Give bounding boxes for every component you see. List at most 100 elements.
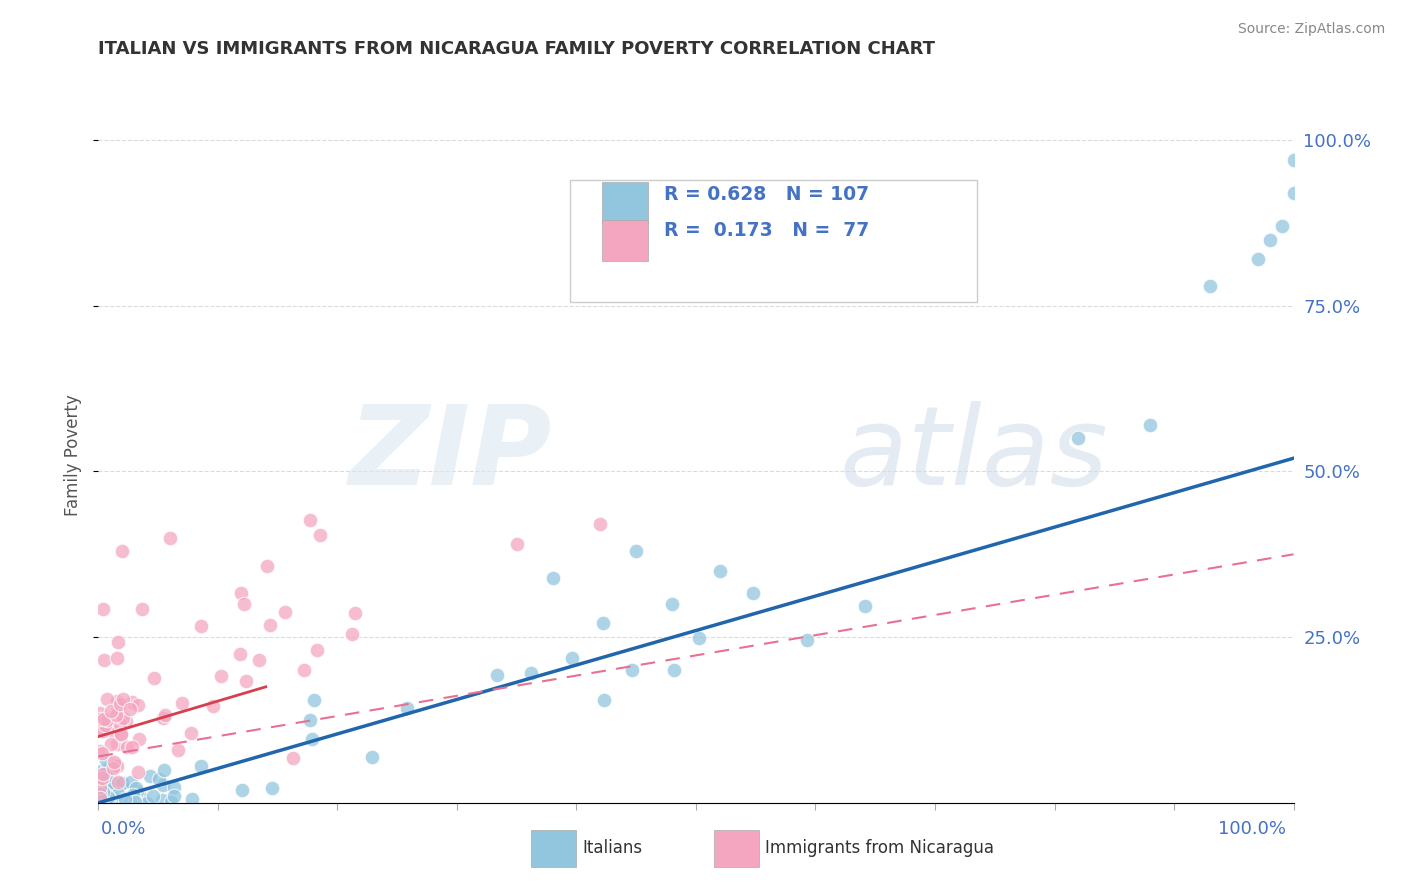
Point <box>340 627 363 641</box>
Point <box>115 739 138 754</box>
Point <box>292 664 315 678</box>
Point <box>100 784 122 798</box>
Point <box>91 794 114 808</box>
Point <box>1198 279 1220 293</box>
Point <box>122 791 145 805</box>
Point <box>274 605 297 619</box>
Point <box>91 789 114 804</box>
Point <box>104 756 127 771</box>
Point <box>91 772 114 786</box>
Point <box>93 713 115 727</box>
Point <box>395 701 418 715</box>
Point <box>209 669 232 683</box>
Point <box>153 763 176 777</box>
Point <box>105 759 128 773</box>
Point <box>90 714 112 728</box>
Point <box>180 725 202 739</box>
Point <box>97 780 120 795</box>
Point <box>94 787 117 801</box>
Point <box>167 742 190 756</box>
Point <box>94 717 117 731</box>
Point <box>120 775 142 789</box>
Point <box>91 784 114 798</box>
Point <box>190 759 212 773</box>
Point <box>114 792 136 806</box>
Point <box>89 713 111 727</box>
Point <box>108 716 131 731</box>
Point <box>131 602 153 616</box>
Point <box>662 663 685 677</box>
Point <box>150 793 173 807</box>
Point <box>91 724 114 739</box>
Point <box>305 642 328 657</box>
Point <box>262 780 284 795</box>
Point <box>128 731 150 746</box>
Point <box>98 791 121 805</box>
Point <box>235 674 257 689</box>
Point <box>180 792 202 806</box>
Point <box>485 668 508 682</box>
Point <box>91 788 114 802</box>
Text: 100.0%: 100.0% <box>1219 820 1286 838</box>
Point <box>89 723 111 737</box>
Point <box>89 788 111 802</box>
Point <box>93 770 115 784</box>
Point <box>89 791 111 805</box>
Point <box>661 597 683 611</box>
Point <box>107 775 129 789</box>
Point <box>190 619 212 633</box>
Point <box>142 671 165 685</box>
Point <box>103 761 125 775</box>
Point <box>96 762 118 776</box>
Point <box>112 692 135 706</box>
Point <box>281 750 304 764</box>
Point <box>110 728 132 742</box>
Point <box>1282 153 1305 167</box>
Point <box>91 794 114 808</box>
Point <box>121 695 143 709</box>
Point <box>100 738 122 752</box>
Point <box>506 537 529 551</box>
Point <box>520 666 543 681</box>
Point <box>90 764 112 778</box>
Point <box>94 753 117 767</box>
Point <box>93 602 115 616</box>
Point <box>107 790 129 805</box>
Point <box>153 708 176 723</box>
Point <box>120 702 142 716</box>
Point <box>94 787 117 801</box>
Point <box>111 711 134 725</box>
Point <box>107 701 129 715</box>
Point <box>231 586 253 600</box>
Point <box>89 791 111 805</box>
Y-axis label: Family Poverty: Family Poverty <box>65 394 83 516</box>
Point <box>142 789 165 804</box>
Point <box>299 713 322 727</box>
Point <box>91 746 114 760</box>
Point <box>89 780 111 794</box>
Point <box>121 740 143 755</box>
Point <box>91 794 114 808</box>
Point <box>159 531 181 545</box>
Text: 0.0%: 0.0% <box>101 820 146 838</box>
Point <box>162 789 184 804</box>
Point <box>160 795 183 809</box>
Point <box>90 771 112 785</box>
Point <box>259 618 281 632</box>
Point <box>115 795 138 809</box>
Point <box>91 767 114 781</box>
Point <box>592 615 614 630</box>
Point <box>125 783 148 797</box>
Text: Immigrants from Nicaragua: Immigrants from Nicaragua <box>765 839 994 857</box>
Point <box>110 727 132 741</box>
Point <box>112 776 135 790</box>
FancyBboxPatch shape <box>602 182 648 223</box>
Point <box>688 632 710 646</box>
Point <box>107 787 129 801</box>
Point <box>97 796 120 810</box>
Point <box>152 711 174 725</box>
Point <box>105 650 128 665</box>
Point <box>301 732 323 747</box>
Point <box>97 790 120 805</box>
Point <box>100 786 122 800</box>
